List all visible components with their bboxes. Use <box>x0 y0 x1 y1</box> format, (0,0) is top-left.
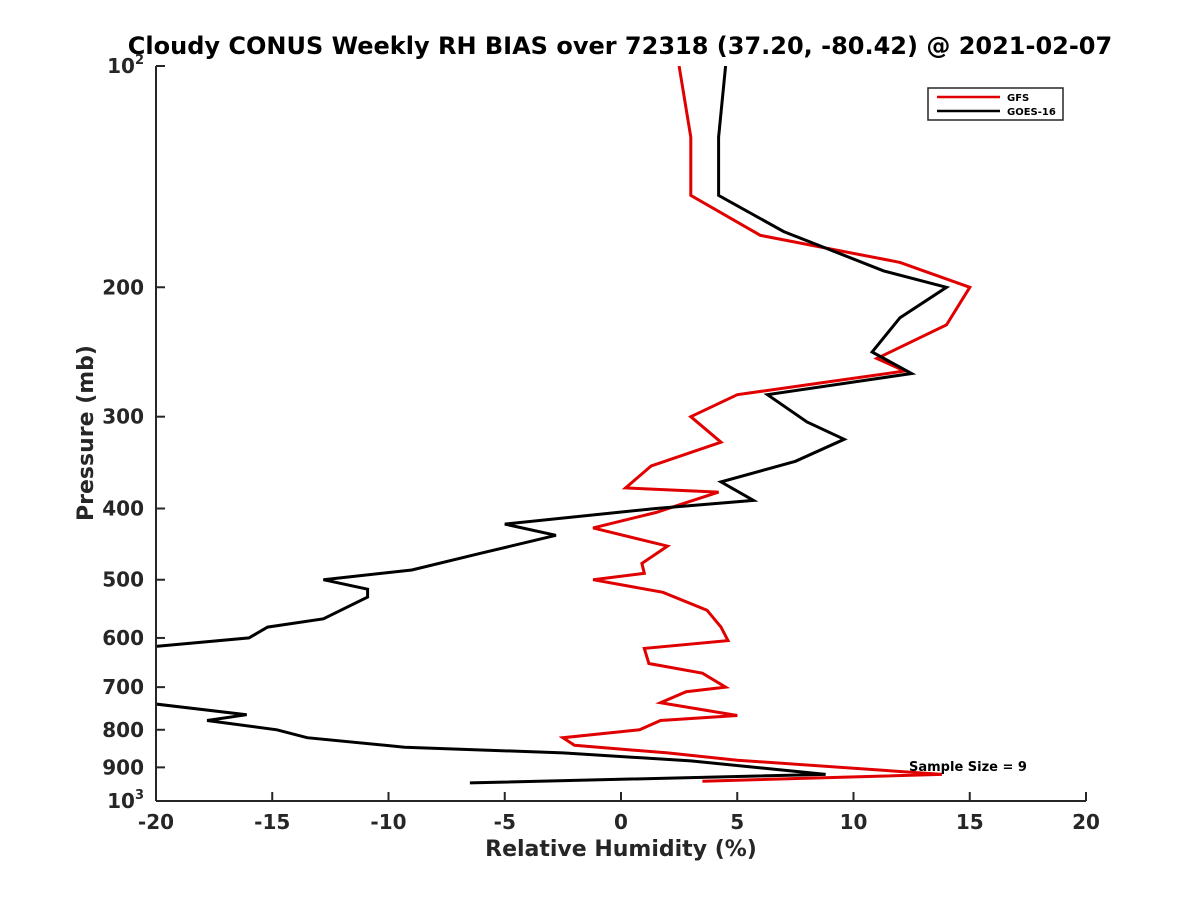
x-tick-label: -15 <box>254 810 290 834</box>
y-tick-label: 103 <box>107 788 144 813</box>
y-tick-label: 800 <box>102 718 144 742</box>
axes <box>155 66 1086 802</box>
y-ticks: 102 200 300 400 500 600 700 800 900 103 <box>102 53 165 813</box>
chart-title: Cloudy CONUS Weekly RH BIAS over 72318 (… <box>128 32 1112 60</box>
x-tick-label: 5 <box>730 810 744 834</box>
x-ticks: -20 -15 -10 -5 0 5 10 15 20 <box>138 792 1100 834</box>
x-axis-label: Relative Humidity (%) <box>485 837 757 862</box>
legend-box <box>927 87 1064 121</box>
y-axis-label: Pressure (mb) <box>74 345 99 521</box>
y-tick-label: 700 <box>102 675 144 699</box>
x-tick-label: 10 <box>840 810 868 834</box>
x-tick-label: 20 <box>1072 810 1100 834</box>
y-tick-label: 600 <box>102 626 144 650</box>
y-tick-label: 400 <box>102 497 144 521</box>
y-tick-label: 102 <box>107 53 144 78</box>
x-tick-label: 0 <box>614 810 628 834</box>
y-tick-label: 900 <box>102 755 144 779</box>
x-tick-label: -5 <box>494 810 516 834</box>
y-tick-label: 300 <box>102 405 144 429</box>
x-tick-label: 15 <box>956 810 984 834</box>
y-tick-label: 500 <box>102 568 144 592</box>
x-tick-label: -10 <box>370 810 406 834</box>
legend-label-gfs: GFS <box>1007 93 1029 104</box>
series-line-gfs <box>558 66 973 783</box>
x-tick-label: -20 <box>138 810 174 834</box>
sample-size-annotation: Sample Size = 9 <box>909 760 1027 775</box>
y-tick-label: 200 <box>102 275 144 299</box>
series-layer <box>156 66 973 785</box>
legend: GFS GOES-16 <box>927 87 1064 121</box>
legend-label-goes16: GOES-16 <box>1007 107 1056 118</box>
series-line-goes16 <box>156 66 951 785</box>
